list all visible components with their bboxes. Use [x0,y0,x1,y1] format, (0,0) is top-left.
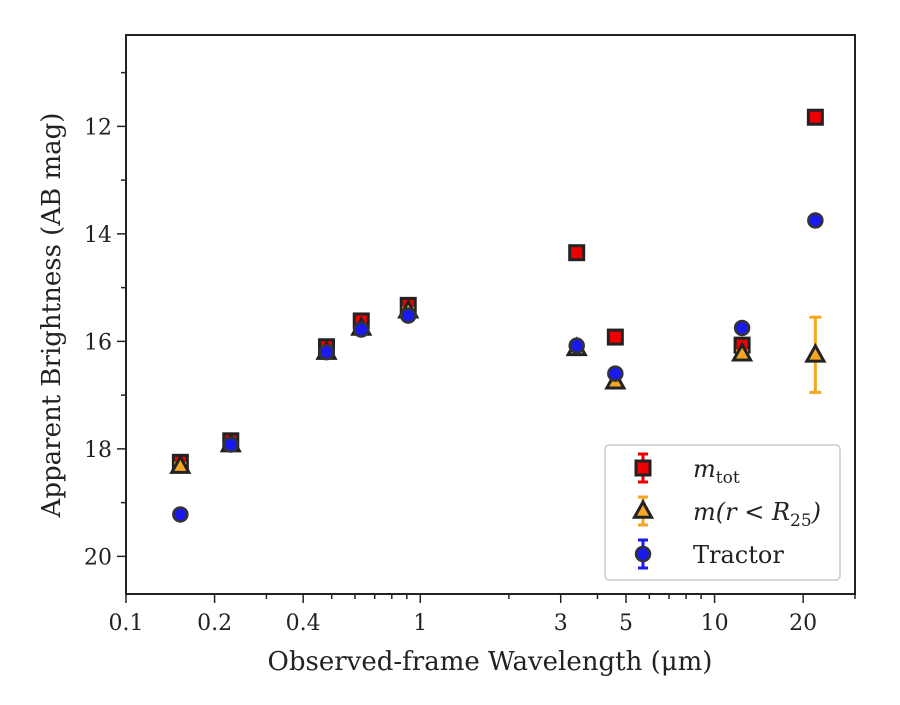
mr25-point [804,342,827,363]
x-tick-label: 0.2 [197,611,232,636]
y-axis-label: Apparent Brightness (AB mag) [37,113,67,519]
x-tick-label: 1 [413,611,427,636]
x-axis: 0.1 0.2 0.4 1 3 5 10 20 [109,594,856,636]
mr25-point [169,454,192,474]
mtot-point [806,108,824,126]
x-tick-label: 10 [701,611,729,636]
legend-label-mtot: mtot [693,455,740,488]
tractor-point [568,337,585,354]
tractor-point [807,212,824,229]
series-tractor [172,212,824,523]
y-axis: 12 14 16 18 20 [84,71,126,570]
legend-marker-mr25 [631,498,655,519]
legend-marker-mtot [634,459,652,477]
y-tick-label: 20 [84,545,112,570]
tractor-point [607,365,624,382]
tractor-point [222,436,240,453]
legend: mtot m(r < R25) Tractor [604,444,841,581]
legend-marker-tractor [634,545,652,563]
tractor-point [352,321,370,338]
mtot-point [606,328,624,346]
y-tick-label: 12 [84,115,112,140]
chart-marks [169,108,827,523]
legend-box [604,444,841,581]
mr25-point [730,341,754,362]
legend-label-mr25: m(r < R25) [693,498,821,531]
mtot-point [568,244,586,262]
tractor-point [172,506,189,523]
x-tick-label: 0.4 [286,611,321,636]
series-mtot [171,108,824,471]
tractor-point [399,307,417,324]
x-axis-label: Observed-frame Wavelength (μm) [268,647,713,677]
x-tick-label: 3 [554,611,568,636]
x-tick-label: 5 [619,611,633,636]
legend-label-tractor: Tractor [693,541,784,569]
tractor-point [318,343,335,361]
y-tick-label: 16 [84,330,112,355]
plot-frame [125,34,856,595]
x-tick-label: 20 [789,611,817,636]
y-tick-label: 18 [84,438,112,463]
x-tick-label: 0.1 [109,611,144,636]
y-tick-label: 14 [84,223,112,248]
tractor-point [733,319,751,337]
